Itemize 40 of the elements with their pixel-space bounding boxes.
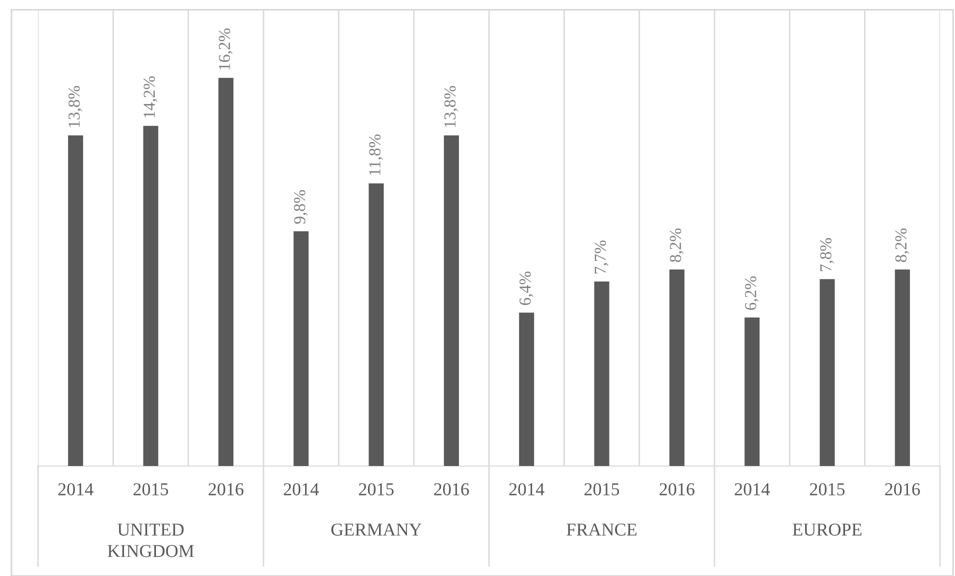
- x-tick-label: 2016: [208, 483, 244, 496]
- x-tick-label: 2016: [434, 483, 469, 496]
- text: EUROPE: [792, 524, 862, 536]
- bar: [218, 78, 234, 466]
- bar: [143, 126, 158, 466]
- data-label: 14,2%: [144, 76, 158, 118]
- bar: [68, 135, 84, 466]
- data-label: 13,8%: [68, 86, 82, 127]
- text: FRANCE: [566, 524, 636, 536]
- x-tick-label: 2014: [509, 483, 544, 496]
- bar: [820, 279, 835, 466]
- x-tick-label: 2014: [284, 483, 319, 496]
- bar: [744, 317, 760, 466]
- data-label: 11,8%: [369, 134, 383, 175]
- x-tick-label: 2014: [58, 483, 94, 496]
- data-label: 8,2%: [895, 228, 909, 262]
- x-tick-label: 2015: [133, 483, 168, 496]
- data-label: 16,2%: [218, 28, 232, 70]
- x-tick-label: 2014: [734, 483, 770, 496]
- data-label: 13,8%: [444, 86, 458, 127]
- bar: [894, 270, 910, 466]
- text: GERMANY: [331, 524, 422, 536]
- x-tick-label: 2016: [885, 483, 920, 496]
- data-label: 6,2%: [745, 276, 759, 310]
- bar: [594, 282, 610, 466]
- x-tick-label: 2016: [660, 483, 694, 496]
- x-tick-label: 2015: [358, 483, 394, 496]
- x-tick-label: 2015: [810, 483, 845, 496]
- bar: [368, 183, 384, 466]
- bar: [444, 135, 459, 466]
- data-label: 9,8%: [294, 190, 308, 224]
- bar: [669, 270, 684, 466]
- data-label: 7,7%: [594, 240, 608, 274]
- bar: [294, 231, 309, 466]
- text: UNITED KINGDOM: [108, 524, 194, 558]
- x-tick-label: 2015: [584, 483, 620, 496]
- data-label: 8,2%: [670, 228, 684, 262]
- data-label: 7,8%: [820, 238, 834, 272]
- bar: [519, 312, 534, 466]
- data-label: 6,4%: [520, 272, 534, 306]
